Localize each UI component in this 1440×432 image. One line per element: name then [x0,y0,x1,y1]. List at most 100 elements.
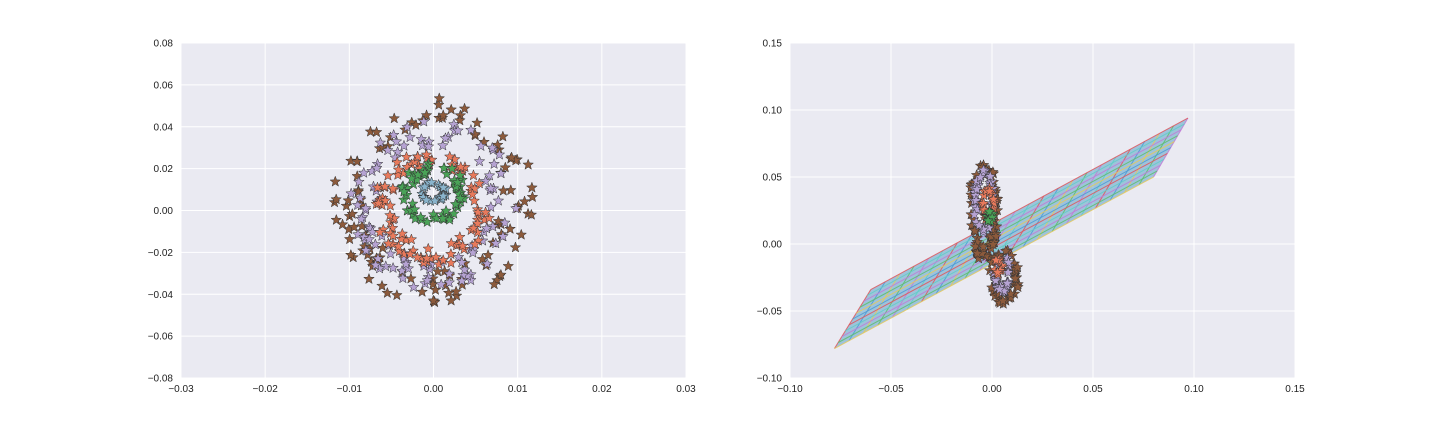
star-marker [1001,277,1014,289]
star-marker [971,247,984,259]
star-marker [515,228,528,240]
star-marker [407,280,420,293]
star-marker [968,208,981,220]
star-marker [346,207,359,220]
star-marker [522,158,535,170]
x-tick-labels-left: −0.03 −0.02 −0.01 0.00 0.01 0.02 0.03 [168,384,696,395]
star-marker [509,202,522,214]
star-marker [468,194,481,206]
star-marker [427,294,440,306]
star-marker [352,228,364,240]
star-marker [370,161,383,174]
star-marker [391,156,404,168]
star-marker [991,266,1004,278]
x-tick-label: 0.00 [982,384,1002,395]
star-marker [496,130,509,142]
star-marker [450,285,462,297]
star-marker [357,166,370,178]
star-marker [439,132,452,144]
star-marker [411,150,424,162]
star-marker [475,139,487,152]
plane-mesh-line [845,158,1165,332]
star-marker [483,169,496,181]
star-marker [392,163,405,175]
star-marker [499,161,512,173]
x-tick-label: 0.01 [508,384,528,395]
star-marker [982,214,995,226]
star-marker [437,181,450,193]
star-marker [504,184,517,196]
star-marker [404,131,416,143]
y-tick-labels-left: 0.08 0.06 0.04 0.02 0.00 −0.02 −0.04 −0.06 −0.08 [148,39,174,385]
star-marker [447,207,460,219]
star-marker [408,203,421,215]
x-tick-label: 0.03 [676,384,696,395]
star-marker [479,174,492,187]
star-marker [436,139,449,151]
star-marker [386,182,399,194]
star-marker [406,197,419,209]
star-marker [456,239,469,252]
star-marker [458,102,471,114]
star-markers-left [328,92,539,308]
star-marker [436,212,449,224]
star-marker [398,139,410,151]
star-marker [486,220,499,232]
star-marker [479,206,492,218]
star-marker [970,194,983,206]
star-marker [391,145,404,158]
star-marker [445,237,458,249]
y-tick-labels-right: 0.15 0.10 0.05 0.00 −0.05 −0.10 [757,39,783,385]
star-marker [355,212,368,225]
star-marker [974,171,987,183]
star-marker [416,285,429,297]
star-marker [425,176,438,188]
star-marker [968,224,981,236]
star-marker [422,140,435,152]
star-marker [344,154,357,166]
plane-mesh-line [863,129,1182,302]
star-marker [983,221,995,234]
star-marker [990,254,1002,266]
star-marker [987,193,1000,205]
star-marker [330,213,343,226]
star-marker [977,163,990,176]
star-marker [455,274,468,286]
star-marker [488,157,501,170]
star-marker [990,230,1002,242]
star-marker [454,192,467,204]
star-marker [494,268,507,280]
star-marker [502,259,515,272]
star-marker [390,135,403,147]
star-marker [483,211,496,224]
star-marker [449,198,462,210]
star-marker [489,237,502,249]
star-marker [415,133,428,145]
star-marker [987,238,1000,250]
star-marker [491,138,504,151]
star-marker [384,199,397,211]
star-marker [403,166,415,178]
star-marker [492,215,505,227]
star-marker [363,272,375,285]
star-marker [379,180,391,192]
star-marker [450,289,463,301]
star-marker [481,257,494,269]
star-marker [418,166,431,178]
star-marker [404,247,417,260]
star-marker [1004,291,1017,303]
star-marker [1012,280,1024,293]
star-marker [484,182,497,194]
y-tick-label: −0.06 [148,332,174,343]
star-marker [497,184,510,196]
star-marker [526,190,539,203]
star-marker [345,187,358,199]
star-marker [480,222,493,234]
star-marker [525,208,538,220]
star-marker [382,237,395,249]
star-marker [525,181,538,193]
star-marker [466,188,479,200]
star-marker [387,128,400,141]
star-marker [381,144,394,156]
